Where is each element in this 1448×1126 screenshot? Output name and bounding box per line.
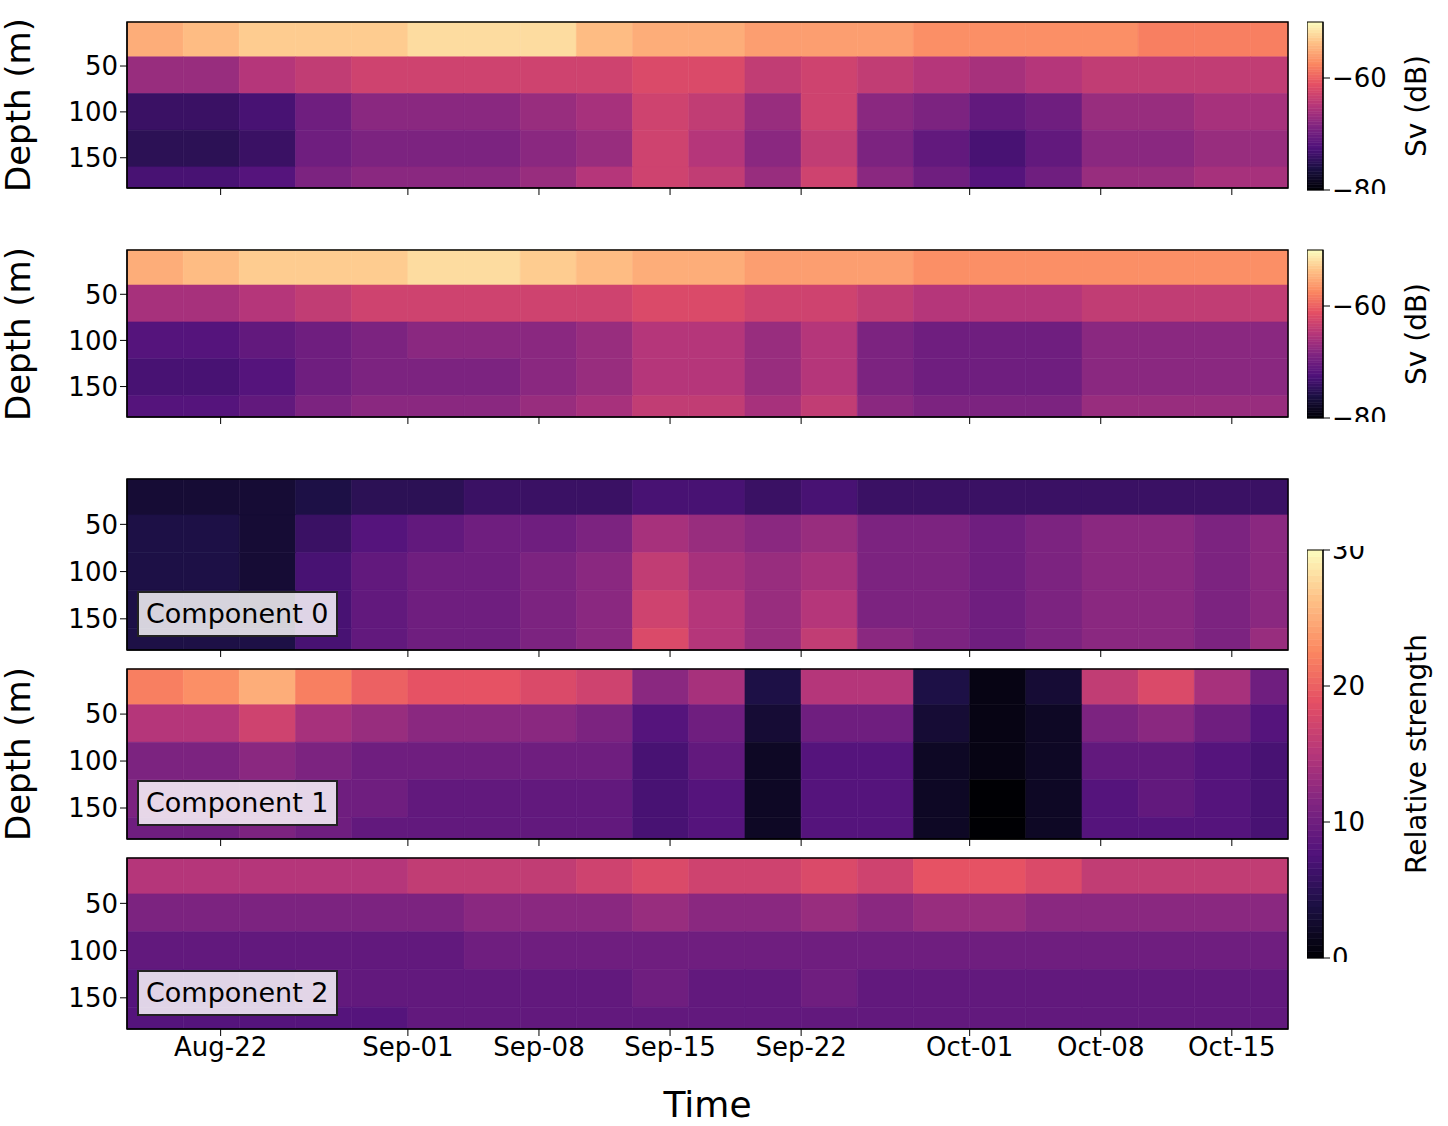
svg-text:10: 10 (1332, 807, 1365, 837)
html-text:Time: Time (663, 1083, 752, 1125)
svg-text:−80: −80 (1332, 175, 1387, 194)
html-text:Component 1: Component 1 (146, 787, 329, 818)
svg-text:150: 150 (68, 983, 118, 1013)
svg-text:0: 0 (1332, 943, 1349, 962)
svg-text:50: 50 (85, 51, 118, 81)
html-text:Relative strength: Relative strength (1399, 634, 1433, 874)
html-text:Component 0: Component 0 (146, 598, 329, 629)
svg-text:150: 150 (68, 793, 118, 823)
svg-text:30: 30 (1332, 546, 1365, 565)
svg-text:Sep-15: Sep-15 (624, 1032, 715, 1062)
svg-text:100: 100 (68, 326, 118, 356)
svg-text:100: 100 (68, 97, 118, 127)
svg-text:100: 100 (68, 557, 118, 587)
svg-text:−60: −60 (1332, 291, 1387, 321)
svg-text:Sep-01: Sep-01 (362, 1032, 453, 1062)
svg-text:50: 50 (85, 280, 118, 310)
svg-text:100: 100 (68, 936, 118, 966)
svg-text:Oct-15: Oct-15 (1188, 1032, 1275, 1062)
svg-text:Sep-08: Sep-08 (493, 1032, 584, 1062)
svg-text:Oct-08: Oct-08 (1057, 1032, 1144, 1062)
svg-text:−80: −80 (1332, 403, 1387, 422)
svg-text:50: 50 (85, 699, 118, 729)
svg-text:100: 100 (68, 746, 118, 776)
svg-text:150: 150 (68, 604, 118, 634)
svg-text:Sep-22: Sep-22 (755, 1032, 846, 1062)
svg-text:20: 20 (1332, 671, 1365, 701)
svg-text:150: 150 (68, 372, 118, 402)
html-text:Sv (dB): Sv (dB) (1399, 55, 1433, 157)
html-text:Sv (dB): Sv (dB) (1399, 283, 1433, 385)
svg-text:50: 50 (85, 889, 118, 919)
svg-text:−60: −60 (1332, 63, 1387, 93)
svg-text:150: 150 (68, 143, 118, 173)
svg-text:Aug-22: Aug-22 (174, 1032, 267, 1062)
svg-text:Oct-01: Oct-01 (926, 1032, 1013, 1062)
html-text:Component 2: Component 2 (146, 977, 329, 1008)
svg-text:50: 50 (85, 510, 118, 540)
